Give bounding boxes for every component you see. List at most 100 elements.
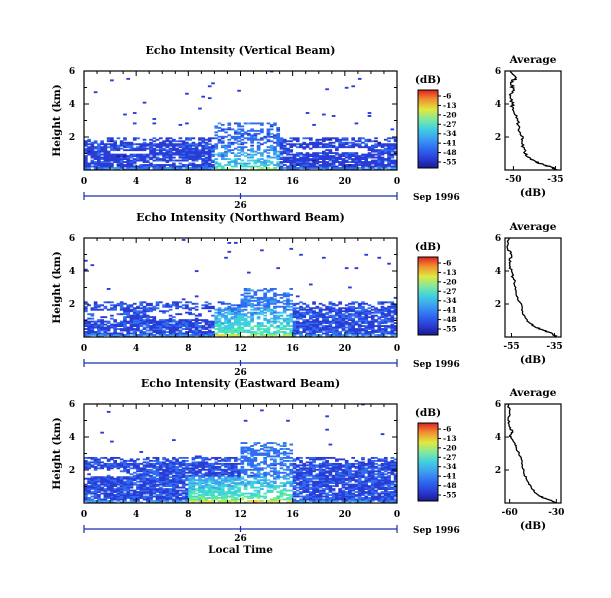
echo-cell [237, 491, 241, 494]
echo-cell [299, 325, 303, 328]
echo-cell [240, 138, 245, 141]
echo-cell [351, 307, 356, 310]
echo-cell [224, 480, 228, 483]
echo-cell [145, 495, 150, 498]
echo-cell [175, 325, 179, 328]
echo-cell [145, 477, 150, 480]
echo-cell [250, 483, 254, 486]
echo-cell [357, 331, 362, 333]
echo-cell [165, 489, 170, 492]
echo-cell [181, 323, 186, 326]
echo-cell [325, 313, 329, 316]
echo-cell [188, 146, 192, 149]
echo-cell [256, 476, 261, 479]
echo-cell [155, 485, 160, 488]
echo-cell [126, 326, 131, 329]
echo-speck [367, 115, 372, 117]
echo-cell [93, 308, 98, 311]
echo-cell [100, 320, 104, 323]
echo-cell [341, 167, 346, 169]
echo-cell [142, 458, 147, 461]
echo-cell [286, 150, 290, 153]
echo-cell [220, 302, 225, 305]
echo-cell [390, 150, 395, 153]
echo-cell [152, 322, 157, 325]
echo-cell [282, 452, 287, 455]
echo-cell [90, 143, 95, 146]
echo-cell [113, 153, 118, 156]
echo-cell [276, 132, 281, 135]
echo-cell [370, 161, 375, 163]
echo-cell [217, 486, 222, 489]
echo-cell [348, 332, 352, 335]
echo-cell [289, 500, 294, 502]
echo-cell [263, 317, 267, 320]
echo-cell [116, 144, 121, 147]
echo-cell [308, 158, 313, 161]
echo-cell [198, 325, 202, 328]
echo-cell [220, 491, 225, 494]
echo-cell [97, 305, 101, 308]
echo-cell [93, 165, 98, 168]
echo-cell [370, 162, 375, 165]
echo-cell [155, 480, 160, 483]
echo-cell [217, 494, 222, 496]
echo-cell [165, 140, 170, 143]
echo-cell [295, 500, 300, 502]
echo-cell [139, 164, 144, 166]
echo-cell [100, 467, 104, 470]
echo-cell [230, 465, 235, 468]
echo-cell [106, 320, 111, 323]
echo-cell [87, 332, 91, 335]
echo-cell [84, 459, 88, 462]
echo-cell [380, 332, 385, 335]
echo-cell [149, 465, 153, 468]
echo-cell [318, 146, 323, 149]
echo-cell [247, 325, 251, 328]
echo-cell [289, 464, 294, 467]
echo-cell [383, 313, 388, 316]
echo-cell [168, 319, 173, 322]
echo-cell [97, 328, 101, 330]
date-tick-label: 26 [234, 368, 247, 378]
echo-cell [387, 144, 391, 147]
echo-cell [158, 462, 163, 465]
echo-cell [240, 316, 245, 319]
echo-cell [136, 473, 140, 476]
echo-cell [318, 331, 323, 333]
echo-cell [322, 308, 326, 311]
echo-cell [100, 328, 104, 330]
echo-cell [230, 323, 235, 326]
echo-cell [312, 159, 316, 162]
echo-cell [100, 479, 104, 482]
echo-cell [240, 461, 245, 464]
echo-cell [331, 159, 336, 162]
echo-cell [240, 147, 245, 150]
echo-cell [84, 159, 88, 162]
echo-cell [354, 161, 359, 163]
echo-cell [84, 464, 88, 467]
echo-cell [357, 323, 362, 326]
echo-cell [149, 474, 153, 477]
echo-cell [302, 477, 307, 480]
echo-cell [276, 316, 281, 319]
echo-cell [126, 477, 131, 480]
echo-cell [126, 479, 131, 482]
echo-cell [162, 461, 166, 464]
echo-cell [97, 462, 101, 465]
echo-cell [188, 320, 192, 323]
echo-cell [263, 295, 267, 298]
echo-cell [224, 477, 228, 480]
echo-cell [312, 153, 316, 156]
echo-cell [191, 329, 196, 332]
echo-cell [155, 456, 160, 459]
echo-cell [295, 483, 300, 486]
echo-cell [341, 162, 346, 165]
echo-cell [100, 156, 104, 159]
echo-cell [142, 492, 147, 495]
echo-cell [106, 158, 111, 161]
echo-cell [286, 455, 290, 458]
echo-cell [240, 465, 245, 468]
echo-cell [269, 485, 274, 488]
echo-cell [155, 167, 160, 169]
